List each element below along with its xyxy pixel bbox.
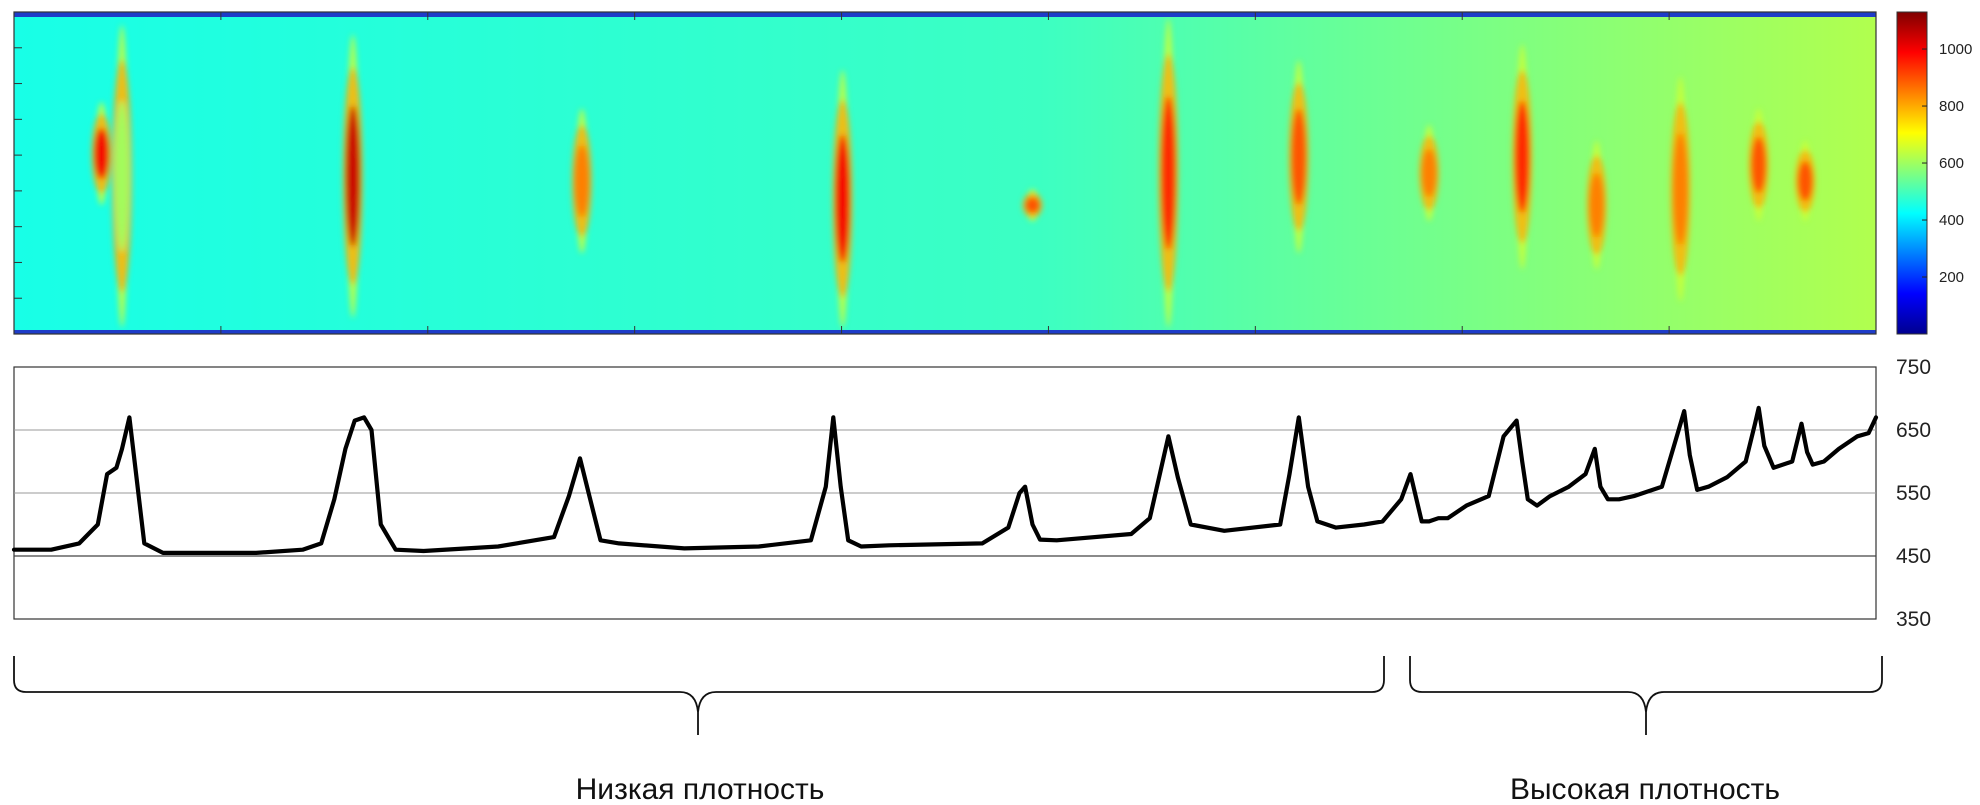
colorbar-tick-label: 400 <box>1939 212 1964 229</box>
heatmap-hotspot <box>111 24 132 328</box>
colorbar-gradient <box>1896 11 1928 335</box>
line-ytick-label: 750 <box>1896 356 1931 379</box>
heatmap-bottom-edge <box>14 330 1876 334</box>
group-braces <box>13 656 1883 735</box>
brace-high-density <box>1409 656 1883 735</box>
line-plot-panel: 350 450 550 650 750 <box>11 356 1931 631</box>
heatmap-hotspot <box>832 69 853 328</box>
heatmap-hotspot <box>1748 108 1769 222</box>
colorbar-tick-label: 800 <box>1939 98 1964 115</box>
heatmap-hotspot <box>342 34 363 318</box>
heatmap-hotspot <box>1022 189 1043 222</box>
colorbar-tick-label: 1000 <box>1939 41 1972 58</box>
profile-series-line <box>11 405 1879 555</box>
line-ytick-label: 650 <box>1896 419 1931 442</box>
group-label-low-density: Низкая плотность <box>576 773 825 805</box>
group-label-high-density: Высокая плотность <box>1510 773 1780 805</box>
line-ytick-label: 450 <box>1896 545 1931 568</box>
line-ytick-label: 350 <box>1896 608 1931 631</box>
colorbar: 200 400 600 800 1000 <box>1896 11 1972 335</box>
heatmap-top-edge <box>14 12 1876 17</box>
heatmap-hotspot <box>1158 18 1179 328</box>
heatmap-right-wash <box>14 12 1876 334</box>
line-ytick-label: 550 <box>1896 482 1931 505</box>
heatmap-hotspot <box>1670 76 1691 302</box>
heatmap-hotspot <box>1288 60 1309 254</box>
brace-low-density <box>13 656 1385 735</box>
heatmap-hotspot <box>571 108 592 254</box>
heatmap-hotspot <box>1586 140 1607 270</box>
heatmap-hotspot <box>1419 124 1440 222</box>
heatmap-frame <box>13 11 1877 335</box>
colorbar-tick-label: 200 <box>1939 269 1964 286</box>
heatmap-hotspot <box>91 102 112 206</box>
heatmap-hotspot <box>1512 44 1533 270</box>
heatmap-hotspot <box>1795 140 1816 222</box>
colorbar-tick-label: 600 <box>1939 155 1964 172</box>
heatmap-panel <box>13 11 1877 335</box>
